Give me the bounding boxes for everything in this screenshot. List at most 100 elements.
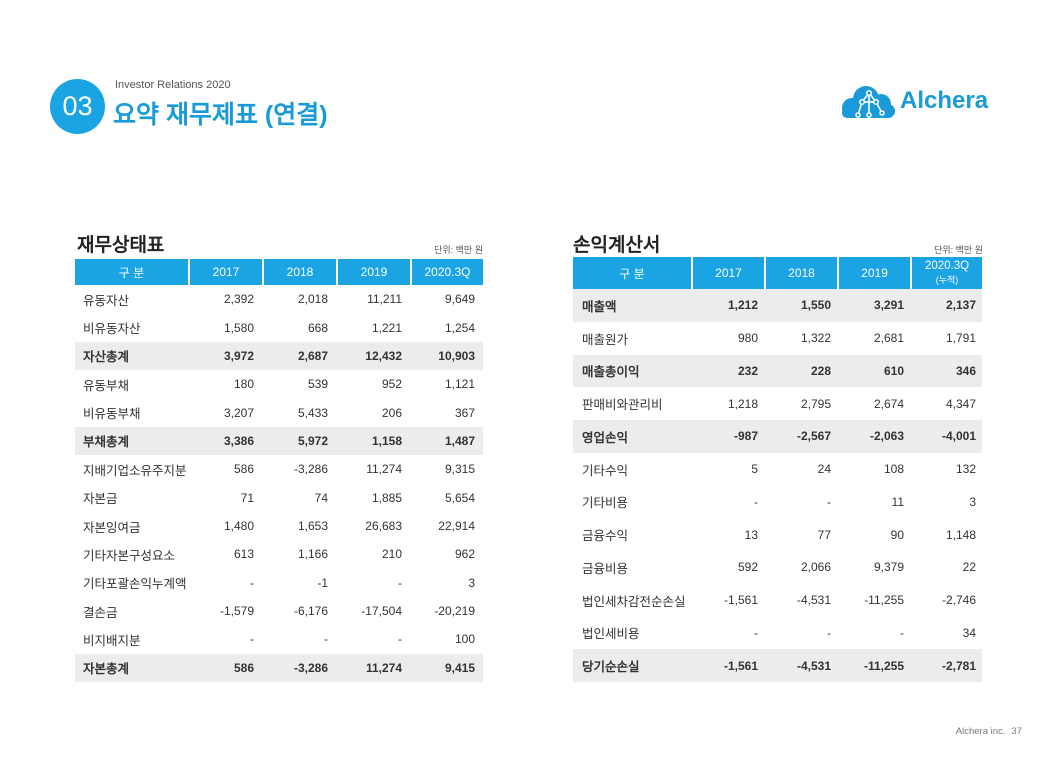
value-2018: 74 [314, 490, 328, 505]
logo-wordmark: Alchera [900, 87, 989, 114]
income-statement-table: 구 분 2017 2018 2019 2020.3Q (누적) 매출액 1,212… [573, 257, 982, 682]
value-2019: 210 [381, 547, 402, 562]
value-2020-3q: 3 [969, 494, 976, 509]
value-2020-3q: 34 [962, 625, 976, 640]
row-label: 금융수익 [582, 529, 629, 544]
row-label: 지배기업소유주지분 [83, 463, 187, 478]
value-2018: 2,066 [800, 560, 831, 575]
value-2020-3q: 9,315 [444, 462, 475, 477]
value-2018: -2,567 [796, 429, 831, 444]
value-2018: 2,018 [297, 292, 328, 307]
value-2019: 2,681 [873, 331, 904, 346]
value-2019: 90 [890, 527, 904, 542]
value-2017: -1,561 [723, 658, 758, 673]
value-2017: 71 [240, 490, 254, 505]
table-row: 금융수익 13 77 90 1,148 [573, 518, 982, 551]
value-2020-3q: 9,415 [444, 660, 475, 675]
row-label: 법인세비용 [582, 627, 640, 642]
total-row: 자본총계 586 -3,286 11,274 9,415 [75, 653, 483, 683]
value-2018: 539 [307, 377, 328, 392]
value-2018: 1,322 [800, 331, 831, 346]
header-2020-3q: 2020.3Q (누적) [910, 257, 982, 289]
value-2020-3q: 367 [454, 405, 475, 420]
income-statement-title: 손익계산서 [573, 235, 661, 256]
value-2017: 180 [233, 377, 254, 392]
value-2017: 586 [233, 660, 254, 675]
row-label: 기타포괄손익누계액 [83, 577, 187, 592]
value-2017: 1,218 [727, 396, 758, 411]
value-2019: 9,379 [873, 560, 904, 575]
row-label: 판매비와관리비 [582, 398, 663, 413]
value-2019: 11,274 [366, 462, 402, 477]
header-2020-3q: 2020.3Q [410, 259, 483, 285]
value-2020-3q: 100 [454, 632, 475, 647]
table-header: 구 분 2017 2018 2019 2020.3Q (누적) [573, 257, 982, 289]
table-row: 자본잉여금 1,480 1,653 26,683 22,914 [75, 512, 483, 540]
value-2017: 5 [751, 462, 758, 477]
value-2018: -1 [317, 575, 328, 590]
row-label: 기타자본구성요소 [83, 548, 176, 563]
row-label: 비유동부채 [83, 407, 141, 422]
value-2017: 592 [737, 560, 758, 575]
value-2019: - [900, 625, 904, 640]
table-row: 판매비와관리비 1,218 2,795 2,674 4,347 [573, 387, 982, 420]
row-label: 금융비용 [582, 561, 629, 576]
table-row: 비유동부채 3,207 5,433 206 367 [75, 398, 483, 426]
value-2017: - [250, 632, 254, 647]
company-logo: Alchera [838, 82, 1003, 122]
value-2019: 12,432 [365, 348, 402, 363]
row-label: 기타수익 [582, 463, 629, 478]
table-header: 구 분 2017 2018 2019 2020.3Q [75, 259, 483, 285]
table-body: 매출액 1,212 1,550 3,291 2,137 매출원가 980 1,322 2,681… [573, 289, 982, 682]
value-2018: -3,286 [293, 462, 328, 477]
value-2017: - [754, 494, 758, 509]
value-2017: -987 [733, 429, 758, 444]
value-2020-3q: 1,791 [945, 331, 976, 346]
value-2018: 228 [810, 363, 831, 378]
row-label: 유동자산 [83, 293, 130, 308]
balance-sheet-unit: 단위: 백만 원 [434, 245, 483, 255]
cloud-network-icon [842, 86, 895, 118]
value-2018: 668 [307, 320, 328, 335]
value-2019: 26,683 [365, 519, 402, 534]
header-category: 구 분 [619, 266, 645, 281]
value-2019: - [398, 632, 402, 647]
row-label: 영업손익 [582, 430, 629, 445]
value-2020-3q: 22,914 [438, 519, 475, 534]
value-2020-3q: -4,001 [941, 429, 976, 444]
value-2019: 11,274 [365, 660, 402, 675]
table-row: 자본금 71 74 1,885 5,654 [75, 484, 483, 512]
value-2019: - [398, 575, 402, 590]
value-2020-3q: 9,649 [444, 292, 475, 307]
value-2020-3q: 10,903 [438, 348, 475, 363]
row-label: 유동부채 [83, 378, 130, 393]
balance-sheet-title: 재무상태표 [77, 235, 165, 256]
row-label: 결손금 [83, 605, 118, 620]
value-2020-3q: 2,137 [945, 298, 976, 313]
value-2017: 1,212 [727, 298, 758, 313]
value-2018: - [827, 494, 831, 509]
value-2019: 610 [883, 363, 904, 378]
total-row: 영업손익 -987 -2,567 -2,063 -4,001 [573, 420, 982, 453]
value-2017: 232 [737, 363, 758, 378]
value-2019: 1,885 [371, 490, 402, 505]
value-2017: 3,386 [223, 433, 254, 448]
value-2017: 1,480 [223, 519, 254, 534]
total-row: 자산총계 3,972 2,687 12,432 10,903 [75, 341, 483, 371]
value-2018: -3,286 [293, 660, 328, 675]
value-2019: 1,158 [371, 433, 402, 448]
table-row: 비지배지분 - - - 100 [75, 625, 483, 653]
value-2019: 3,291 [873, 298, 904, 313]
row-label: 기타비용 [582, 496, 629, 511]
value-2019: -2,063 [869, 429, 904, 444]
value-2020-3q: 1,254 [444, 320, 475, 335]
value-2020-3q: 1,487 [444, 433, 475, 448]
value-2020-3q: 1,121 [444, 377, 475, 392]
page-footer: Alchera inc. 37 [956, 726, 1022, 737]
page-number: 37 [1011, 726, 1022, 737]
header-category: 구 분 [118, 265, 145, 280]
value-2019: -11,255 [864, 593, 904, 608]
header-2018: 2018 [764, 257, 837, 289]
value-2019: 11,211 [367, 292, 402, 307]
header-2019: 2019 [837, 257, 910, 289]
